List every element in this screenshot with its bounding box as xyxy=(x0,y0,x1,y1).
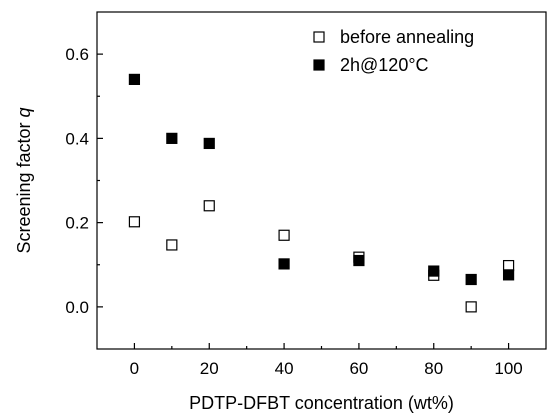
x-axis-label: PDTP-DFBT concentration (wt%) xyxy=(189,393,454,413)
y-tick-label: 0.6 xyxy=(65,45,89,64)
annealed-point xyxy=(428,265,440,277)
x-tick-label: 0 xyxy=(130,359,139,378)
before-annealing-point xyxy=(128,216,141,228)
annealed-point xyxy=(278,258,290,270)
annealed-point xyxy=(465,273,477,286)
y-tick-label: 0.2 xyxy=(65,214,89,233)
annealed-point xyxy=(166,132,178,144)
annealed-point xyxy=(502,269,515,281)
x-tick-label: 40 xyxy=(275,359,294,378)
data-points xyxy=(128,73,515,313)
y-tick-label: 0.0 xyxy=(65,298,89,317)
annealed-point xyxy=(203,137,215,150)
x-tick-label: 80 xyxy=(424,359,443,378)
before-annealing-point xyxy=(203,200,215,212)
legend-label-before-annealing: before annealing xyxy=(340,27,474,47)
before-annealing-point xyxy=(502,259,515,272)
before-annealing-point xyxy=(278,229,290,241)
before-annealing-point xyxy=(465,301,477,313)
y-tick-labels: 0.0 0.2 0.4 0.6 xyxy=(65,45,89,317)
annealed-point xyxy=(353,254,365,267)
legend: before annealing 2h@120°C xyxy=(313,27,474,75)
y-axis-label-variable: q xyxy=(14,107,34,117)
x-tick-label: 60 xyxy=(349,359,368,378)
x-tick-labels: 0 20 40 60 80 100 xyxy=(130,359,523,378)
y-axis-label: Screening factor q xyxy=(14,107,34,253)
annealed-point xyxy=(128,73,141,86)
x-tick-label: 100 xyxy=(494,359,522,378)
y-axis-label-text: Screening factor xyxy=(14,117,34,253)
legend-marker-before-annealing xyxy=(313,31,325,43)
before-annealing-point xyxy=(166,239,178,251)
x-tick-label: 20 xyxy=(200,359,219,378)
legend-label-annealed: 2h@120°C xyxy=(340,55,429,75)
y-tick-label: 0.4 xyxy=(65,129,89,148)
legend-marker-annealed xyxy=(313,59,325,71)
axis-ticks xyxy=(97,53,510,349)
